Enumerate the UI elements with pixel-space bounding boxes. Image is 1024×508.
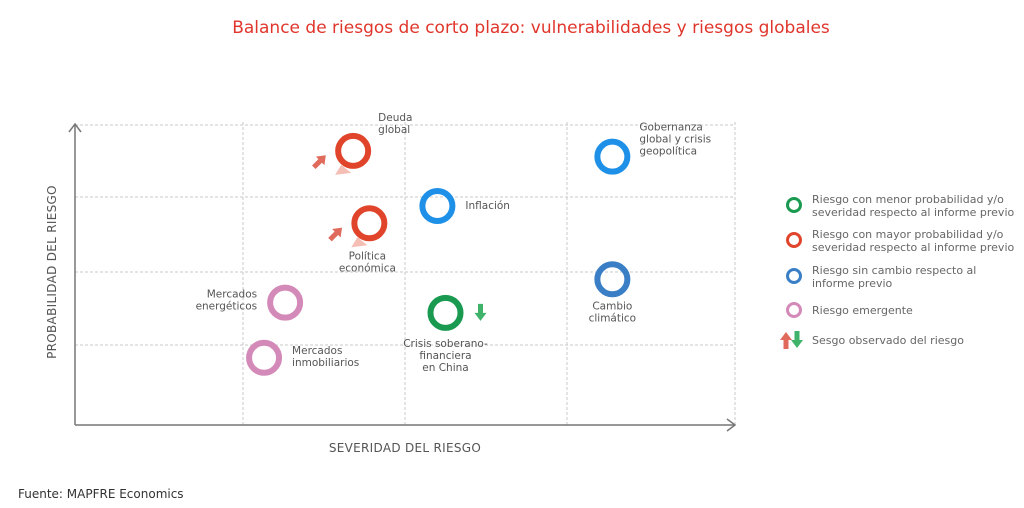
legend-marker [786,268,802,284]
risk-point [594,138,631,175]
y-axis-label: PROBABILIDAD DEL RIESGO [45,185,59,359]
risk-label: Inflación [465,200,510,212]
risk-point [267,284,304,321]
legend-marker [786,232,802,248]
bias-up-arrow-icon [312,155,326,170]
legend-item-label: Riesgo emergente [812,304,913,317]
arrow-shape [474,303,487,321]
arrow-shape [791,331,803,348]
x-axis-arrow-icon [726,418,737,432]
legend-up-arrow-icon [780,332,792,349]
risk-label: Política económica [339,250,396,274]
risk-point [427,294,464,331]
legend-down-arrow-icon [791,331,803,348]
risk-label: Mercados energéticos [196,289,258,313]
risk-label: Deuda global [378,112,412,136]
risk-point [419,188,456,224]
legend-marker [786,302,802,318]
risk-point [335,132,372,169]
risk-tail [335,164,352,175]
y-axis-arrow-icon [68,122,82,133]
source-note: Fuente: MAPFRE Economics [18,487,184,501]
chart-title: Balance de riesgos de corto plazo: vulne… [232,18,830,38]
legend-item-label: Sesgo observado del riesgo [812,334,964,347]
legend-item-label: Riesgo con menor probabilidad y/o severid… [812,193,1015,219]
x-axis-label: SEVERIDAD DEL RIESGO [329,441,481,455]
risk-label: Crisis soberano-financiera en China [403,338,488,374]
risk-point [246,339,283,376]
risk-point [351,205,388,242]
legend-item-label: Riesgo sin cambio respecto al informe pre… [812,264,976,290]
risk-label: Cambio climático [589,300,637,324]
risk-point [594,261,631,298]
arrow-shape [780,332,792,349]
bias-down-arrow-icon [474,303,487,321]
risk-label: Gobernanza global y crisis geopolítica [639,122,711,158]
legend-item-label: Riesgo con mayor probabilidad y/o severid… [812,228,1015,254]
legend-marker [786,197,802,213]
risk-label: Mercados inmobiliarios [292,345,359,369]
arrow-shape [328,227,343,242]
bias-up-arrow-icon [328,227,343,242]
risk-tail [351,237,368,248]
arrow-shape [312,155,326,170]
